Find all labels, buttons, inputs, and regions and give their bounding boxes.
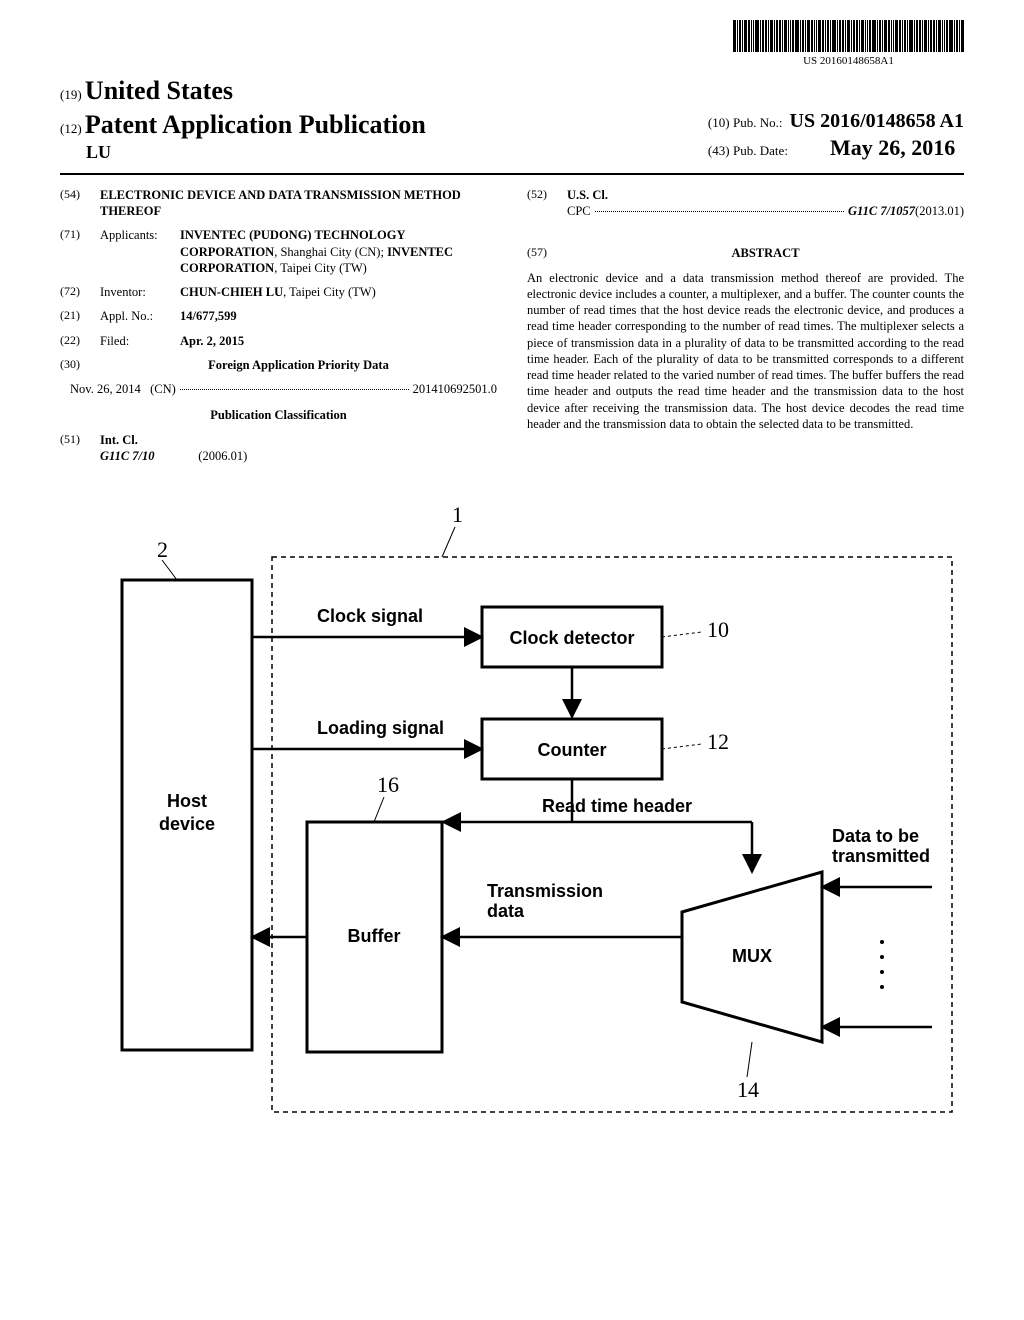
uscl-year: (2013.01) — [915, 203, 964, 219]
inventor-loc: , Taipei City (TW) — [283, 285, 376, 299]
abstract-text: An electronic device and a data transmis… — [527, 270, 964, 433]
mux-label: MUX — [732, 946, 772, 966]
filed-label: Filed: — [100, 333, 180, 349]
ref-16: 16 — [377, 772, 399, 797]
uscl-class: G11C 7/1057 — [848, 203, 915, 219]
pubdate-value: May 26, 2016 — [830, 135, 955, 160]
pubdate-label: Pub. Date: — [733, 143, 788, 158]
country-line: (19) United States — [60, 74, 964, 108]
barcode: US 20160148658A1 — [733, 20, 964, 68]
country-code: (19) — [60, 87, 82, 102]
pub-right: (10) Pub. No.: US 2016/0148658 A1 (43) P… — [708, 108, 964, 163]
buffer-label: Buffer — [348, 926, 401, 946]
foreign-code: (30) — [60, 357, 100, 373]
intcl-code: (51) — [60, 432, 100, 465]
applicants-body: INVENTEC (PUDONG) TECHNOLOGY CORPORATION… — [180, 227, 497, 276]
diagram-svg: 1 2 Host device Clock signal Clock detec… — [62, 502, 962, 1122]
foreign-country: (CN) — [150, 381, 176, 397]
read-time-header-label: Read time header — [542, 796, 692, 816]
filed-code: (22) — [60, 333, 100, 349]
patent-header: (19) United States (12) Patent Applicati… — [60, 74, 964, 165]
inventor-code: (72) — [60, 284, 100, 300]
filed-field: (22) Filed: Apr. 2, 2015 — [60, 333, 497, 349]
publication-row: (12) Patent Application Publication LU (… — [60, 108, 964, 165]
loading-signal-label: Loading signal — [317, 718, 444, 738]
pub-left: (12) Patent Application Publication LU — [60, 108, 708, 165]
inventor-name: CHUN-CHIEH LU — [180, 285, 283, 299]
applno-label: Appl. No.: — [100, 308, 180, 324]
filed-value: Apr. 2, 2015 — [180, 333, 497, 349]
title-field: (54) ELECTRONIC DEVICE AND DATA TRANSMIS… — [60, 187, 497, 220]
uscl-prefix: CPC — [567, 203, 591, 219]
intcl-year: (2006.01) — [198, 449, 247, 463]
applicants-code: (71) — [60, 227, 100, 276]
transmission-label-1: Transmission — [487, 881, 603, 901]
pub-author: LU — [86, 141, 708, 164]
invention-title: ELECTRONIC DEVICE AND DATA TRANSMISSION … — [100, 187, 497, 220]
uscl-label: U.S. Cl. — [567, 187, 964, 203]
bibliographic-columns: (54) ELECTRONIC DEVICE AND DATA TRANSMIS… — [60, 187, 964, 472]
pubno-value: US 2016/0148658 A1 — [790, 110, 964, 132]
pub-title: Patent Application Publication — [85, 110, 426, 139]
applicant-2-loc: , Taipei City (TW) — [274, 261, 367, 275]
foreign-heading-wrap: Foreign Application Priority Data — [100, 357, 497, 373]
inventor-field: (72) Inventor: CHUN-CHIEH LU, Taipei Cit… — [60, 284, 497, 300]
barcode-text: US 20160148658A1 — [733, 54, 964, 68]
foreign-priority-row: Nov. 26, 2014 (CN) 201410692501.0 — [70, 381, 497, 397]
pubdate-code: (43) — [708, 143, 730, 158]
host-label-1: Host — [167, 791, 207, 811]
clock-signal-label: Clock signal — [317, 606, 423, 626]
abstract-heading-wrap: ABSTRACT — [567, 245, 964, 261]
inventor-body: CHUN-CHIEH LU, Taipei City (TW) — [180, 284, 497, 300]
applicants-field: (71) Applicants: INVENTEC (PUDONG) TECHN… — [60, 227, 497, 276]
foreign-field: (30) Foreign Application Priority Data — [60, 357, 497, 373]
barcode-area: US 20160148658A1 — [60, 20, 964, 69]
applicants-label: Applicants: — [100, 227, 180, 276]
applno-code: (21) — [60, 308, 100, 324]
applno-value: 14/677,599 — [180, 308, 497, 324]
uscl-dots — [595, 211, 844, 212]
foreign-number: 201410692501.0 — [413, 381, 497, 397]
barcode-lines — [733, 20, 964, 52]
intcl-class: G11C 7/10 — [100, 449, 155, 463]
ref-10: 10 — [707, 617, 729, 642]
abstract-label: ABSTRACT — [731, 246, 799, 260]
uscl-code: (52) — [527, 187, 567, 220]
applno-field: (21) Appl. No.: 14/677,599 — [60, 308, 497, 324]
uscl-body: U.S. Cl. CPC G11C 7/1057 (2013.01) — [567, 187, 964, 220]
ref-2: 2 — [157, 537, 168, 562]
abstract-heading-row: (57) ABSTRACT — [527, 245, 964, 261]
counter-label: Counter — [538, 740, 607, 760]
header-rule — [60, 173, 964, 175]
figure-diagram: 1 2 Host device Clock signal Clock detec… — [62, 502, 962, 1122]
intcl-body: Int. Cl. G11C 7/10 (2006.01) — [100, 432, 497, 465]
host-label-2: device — [159, 814, 215, 834]
uscl-field: (52) U.S. Cl. CPC G11C 7/1057 (2013.01) — [527, 187, 964, 220]
right-column: (52) U.S. Cl. CPC G11C 7/1057 (2013.01) … — [527, 187, 964, 472]
dotted-leader — [180, 389, 409, 390]
ref-1: 1 — [452, 502, 463, 527]
clock-detector-label: Clock detector — [509, 628, 634, 648]
pubno-label: Pub. No.: — [733, 115, 782, 130]
title-code: (54) — [60, 187, 100, 220]
intcl-field: (51) Int. Cl. G11C 7/10 (2006.01) — [60, 432, 497, 465]
foreign-date: Nov. 26, 2014 — [70, 381, 141, 397]
data-label-2: transmitted — [832, 846, 930, 866]
pubno-code: (10) — [708, 115, 730, 130]
country-name: United States — [85, 76, 233, 105]
inventor-label: Inventor: — [100, 284, 180, 300]
foreign-heading: Foreign Application Priority Data — [208, 358, 389, 372]
transmission-label-2: data — [487, 901, 525, 921]
pubclass-heading: Publication Classification — [60, 407, 497, 423]
pub-code: (12) — [60, 121, 82, 136]
ref-14: 14 — [737, 1077, 759, 1102]
intcl-label: Int. Cl. — [100, 432, 497, 448]
data-label-1: Data to be — [832, 826, 919, 846]
abstract-code: (57) — [527, 245, 567, 261]
left-column: (54) ELECTRONIC DEVICE AND DATA TRANSMIS… — [60, 187, 497, 472]
ref-12: 12 — [707, 729, 729, 754]
applicant-1-loc: , Shanghai City (CN); — [274, 245, 387, 259]
